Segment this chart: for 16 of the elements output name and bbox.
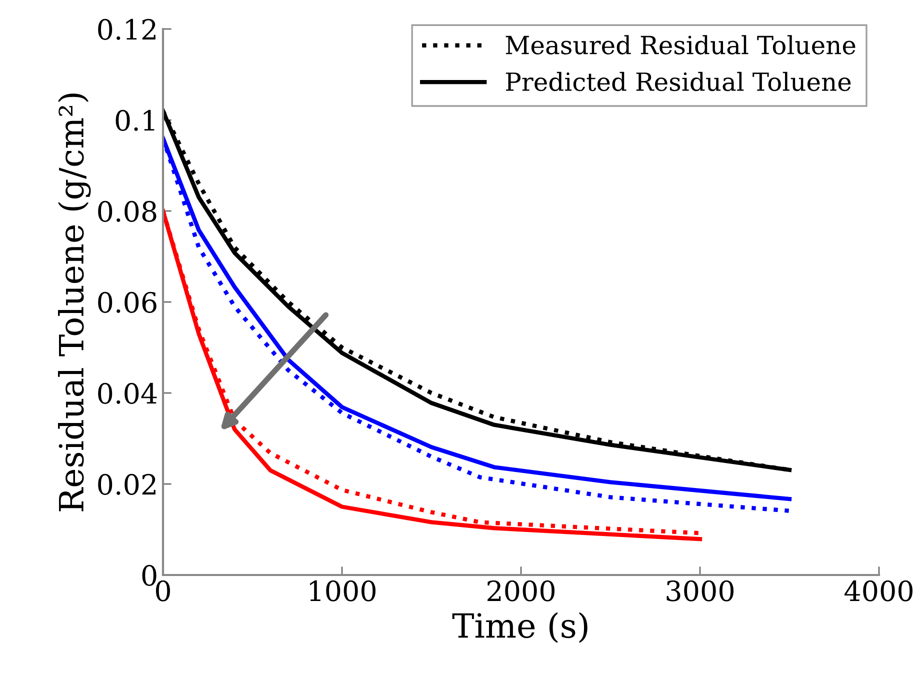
y-tick-label: 0.02 [98, 474, 156, 495]
y-tick-label: 0.04 [98, 382, 157, 404]
x-tick-label: 0 [156, 580, 170, 602]
y-tick-label: 0.1 [116, 110, 154, 131]
x-tick-label: 1000 [310, 580, 376, 602]
x-tick-label: 3000 [666, 580, 734, 602]
x-tick-label: 4000 [844, 580, 912, 602]
x-tick-label: 2000 [488, 580, 554, 602]
y-tick-label: 0.12 [98, 18, 156, 40]
y-tick-label: 0.06 [98, 292, 156, 313]
y-tick-label: 0 [142, 564, 156, 586]
legend-label: Predicted Residual Toluene [506, 72, 851, 92]
y-tick-label: 0.08 [98, 200, 156, 222]
legend-label: Measured Residual Toluene [506, 35, 856, 54]
y-axis-title: Residual Toluene (g/cm²) [58, 94, 91, 512]
x-axis-title: Time (s) [452, 612, 588, 643]
